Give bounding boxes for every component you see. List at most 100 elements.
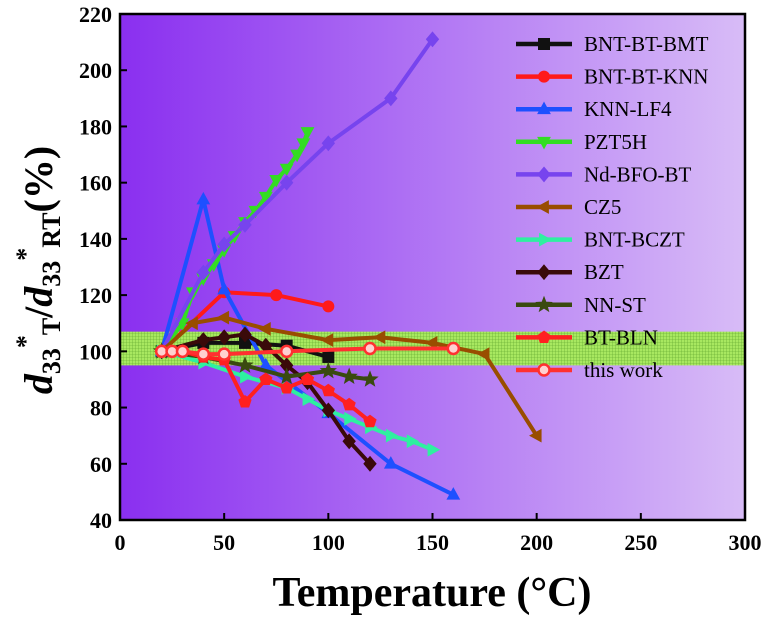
legend-label: Nd-BFO-BT xyxy=(584,162,692,186)
data-point xyxy=(280,380,294,394)
data-point xyxy=(217,329,231,346)
data-point xyxy=(217,347,231,361)
x-tick-label: 150 xyxy=(416,530,449,555)
data-point xyxy=(342,397,356,411)
data-point xyxy=(384,90,398,107)
data-point xyxy=(270,289,283,302)
data-point xyxy=(196,332,211,349)
data-point xyxy=(269,174,284,188)
legend-marker xyxy=(537,330,551,344)
legend-entry-bnt-bt-knn: BNT-BT-KNN xyxy=(516,65,708,89)
legend: BNT-BT-BMT BNT-BT-KNN KNN-LF4 PZT5H Nd-BFO-B… xyxy=(516,32,709,382)
ticks-layer: 0 50 100 150 200 250 300 40 60 80 100 120 140 160 180 2… xyxy=(79,2,762,555)
legend-label: this work xyxy=(584,358,663,382)
series-layer xyxy=(153,31,542,500)
data-point xyxy=(363,341,377,356)
legend-marker xyxy=(538,38,550,50)
data-point xyxy=(321,402,336,419)
y-tick-label: 200 xyxy=(79,58,112,83)
legend-entry-bnt-bczt: BNT-BCZT xyxy=(516,228,685,252)
data-point xyxy=(278,367,296,384)
data-point xyxy=(319,361,337,379)
data-point xyxy=(238,216,252,233)
y-tick-label: 180 xyxy=(79,114,112,139)
data-point xyxy=(240,369,253,384)
legend-entry-this-work: this work xyxy=(516,358,663,382)
legend-marker xyxy=(537,166,551,183)
data-point xyxy=(322,350,335,363)
y-tick-label: 120 xyxy=(79,283,112,308)
data-point xyxy=(424,336,438,350)
y-tick-label: 220 xyxy=(79,2,112,27)
legend-marker xyxy=(536,200,549,214)
data-point xyxy=(300,127,315,140)
data-point xyxy=(320,333,334,347)
data-point xyxy=(238,326,252,343)
data-point xyxy=(259,372,273,386)
legend-entry-bnt-bt-bmt: BNT-BT-BMT xyxy=(516,32,709,56)
data-point xyxy=(196,191,211,205)
series-nd-bfo-bt xyxy=(154,31,440,360)
x-tick-label: 0 xyxy=(115,530,126,555)
data-point xyxy=(279,163,294,177)
data-point xyxy=(302,392,316,407)
legend-label: PZT5H xyxy=(584,130,647,154)
y-tick-label: 40 xyxy=(90,508,112,533)
legend-entry-cz5: CZ5 xyxy=(516,195,621,219)
y-tick-label: 60 xyxy=(90,452,112,477)
x-tick-label: 250 xyxy=(624,530,657,555)
legend-marker xyxy=(539,232,552,247)
data-point xyxy=(344,411,357,426)
series-this-work xyxy=(154,341,461,361)
legend-entry-knn-lf4: KNN-LF4 xyxy=(516,97,672,121)
data-point xyxy=(196,264,211,281)
legend-label: BNT-BCZT xyxy=(584,228,685,252)
data-point xyxy=(363,414,377,428)
data-point xyxy=(342,433,356,450)
data-point xyxy=(216,310,230,325)
x-tick-label: 50 xyxy=(213,530,235,555)
legend-entry-bzt: BZT xyxy=(516,260,624,284)
legend-marker xyxy=(537,264,551,281)
x-tick-label: 300 xyxy=(729,530,762,555)
data-point xyxy=(196,347,211,361)
legend-entry-pzt5h: PZT5H xyxy=(516,130,647,154)
legend-label: BNT-BT-BMT xyxy=(584,32,709,56)
data-point xyxy=(383,456,398,469)
data-point xyxy=(385,428,399,443)
legend-marker xyxy=(537,101,551,115)
data-point xyxy=(427,442,441,457)
data-point xyxy=(529,428,542,443)
data-point xyxy=(340,367,358,384)
legend-marker xyxy=(537,363,551,377)
y-tick-label: 160 xyxy=(79,171,112,196)
data-point xyxy=(300,372,315,386)
legend-entry-nd-bfo-bt: Nd-BFO-BT xyxy=(516,162,692,186)
data-point xyxy=(185,316,198,331)
series-line-nd-bfo-bt xyxy=(159,38,435,353)
data-point xyxy=(296,138,311,151)
plot-background xyxy=(120,14,745,520)
data-point xyxy=(321,383,335,397)
legend-entry-nn-st: NN-ST xyxy=(516,293,646,317)
data-point xyxy=(425,31,440,48)
data-point xyxy=(279,344,294,359)
legend-entry-bt-bln: BT-BLN xyxy=(516,325,658,349)
x-tick-label: 100 xyxy=(312,530,345,555)
legend-label: CZ5 xyxy=(584,195,621,219)
legend-label: BZT xyxy=(584,260,624,284)
data-point xyxy=(363,455,377,472)
data-point xyxy=(321,135,336,152)
data-point xyxy=(258,191,273,205)
data-point xyxy=(258,321,271,336)
y-tick-label: 80 xyxy=(90,396,112,421)
data-point xyxy=(446,341,461,356)
series-line-bzt xyxy=(161,332,372,466)
data-point xyxy=(279,174,294,191)
x-axis-label: Temperature (°C) xyxy=(273,570,592,616)
legend-marker xyxy=(537,136,551,150)
legend-label: KNN-LF4 xyxy=(584,97,672,121)
data-point xyxy=(238,394,252,408)
data-point xyxy=(290,149,304,163)
